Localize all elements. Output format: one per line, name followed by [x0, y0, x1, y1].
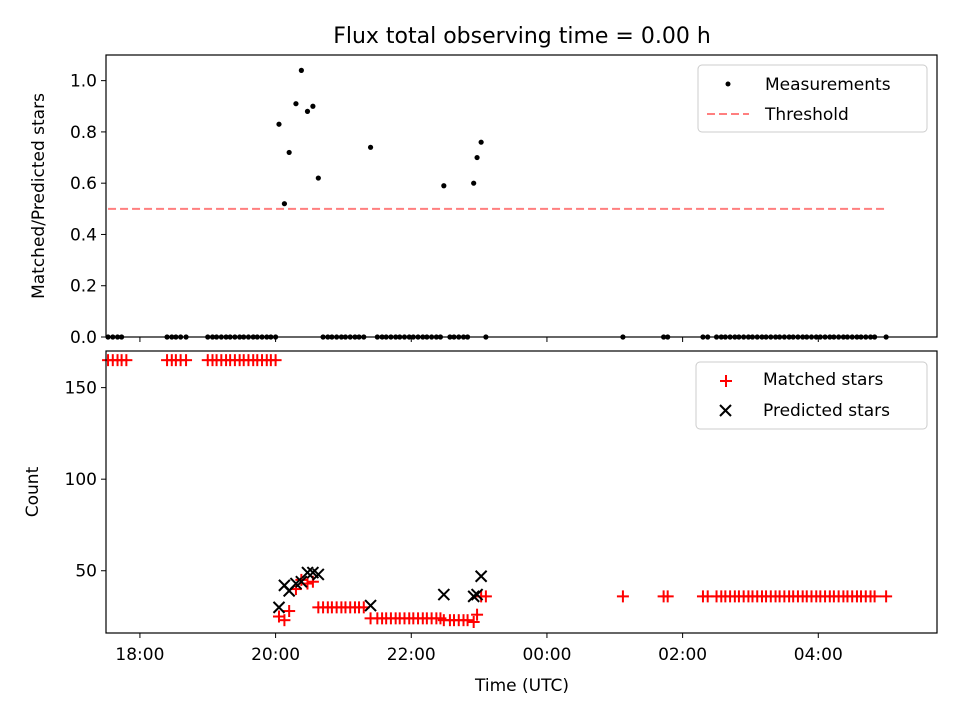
bottom-y-tick-label: 100	[65, 470, 97, 490]
x-tick-label: 22:00	[387, 645, 436, 665]
bottom-y-axis-label: Count	[23, 466, 43, 517]
matched-star-point	[269, 354, 282, 367]
top-y-tick-label: 0.8	[70, 123, 97, 143]
top-x-ticks	[139, 337, 819, 342]
legend-matched-marker	[720, 375, 732, 387]
top-y-tick-label: 0.4	[70, 225, 97, 245]
predicted-star-point	[437, 588, 451, 601]
legend-predicted-marker	[719, 404, 732, 417]
legend-measurements-label: Measurements	[765, 75, 891, 95]
legend-predicted-label: Predicted stars	[763, 401, 890, 421]
matched-star-point	[661, 590, 674, 603]
bottom-y-tick-label: 50	[75, 562, 97, 582]
matched-star-point	[479, 590, 492, 603]
bottom-legend: Matched stars Predicted stars	[695, 361, 928, 430]
top-y-tick-label: 1.0	[70, 72, 97, 92]
x-tick-label: 00:00	[522, 645, 571, 665]
top-y-tick-label: 0.2	[70, 277, 97, 297]
bottom-plot-marks	[102, 354, 893, 629]
matched-star-point	[471, 608, 484, 621]
bottom-legend-box	[695, 361, 928, 430]
measurement-point	[367, 144, 374, 150]
top-legend-box	[697, 64, 928, 133]
bottom-y-tick-label: 150	[65, 379, 97, 399]
matched-star-point	[880, 590, 893, 603]
measurement-point	[441, 183, 447, 189]
top-y-tick-label: 0.6	[70, 174, 97, 194]
measurement-point	[304, 108, 311, 114]
predicted-star-point	[295, 575, 308, 588]
predicted-star-point	[364, 599, 377, 612]
matched-star-point	[868, 590, 881, 603]
measurement-point	[478, 139, 484, 145]
x-axis-label: Time (UTC)	[474, 676, 569, 696]
bottom-axes-frame	[105, 350, 938, 634]
top-legend: Measurements Threshold	[697, 64, 928, 133]
measurement-point	[286, 149, 292, 156]
x-tick-label: 02:00	[658, 645, 707, 665]
matched-star-point	[616, 590, 629, 603]
measurement-point	[298, 67, 304, 73]
matched-star-point	[283, 605, 296, 618]
matched-star-point	[120, 354, 133, 367]
top-axes-frame	[105, 54, 938, 338]
matched-star-point	[295, 573, 308, 586]
legend-matched-label: Matched stars	[763, 370, 883, 390]
matched-star-point	[180, 354, 193, 367]
measurement-point	[276, 121, 282, 127]
x-tick-label: 04:00	[794, 645, 843, 665]
x-tick-label: 20:00	[251, 645, 300, 665]
bottom-x-ticks: 18:00 20:00 22:00 00:00 02:00 04:00	[115, 633, 843, 665]
predicted-star-point	[312, 568, 325, 581]
measurement-point	[315, 175, 321, 181]
bottom-y-ticks: 50 100 150	[65, 379, 106, 582]
predicted-star-point	[467, 590, 480, 603]
top-y-tick-label: 0.0	[70, 328, 97, 348]
x-tick-label: 18:00	[115, 645, 164, 665]
predicted-star-point	[474, 570, 488, 583]
measurement-point	[471, 180, 477, 186]
top-y-axis-label: Matched/Predicted stars	[29, 93, 49, 299]
matched-star-point	[467, 616, 480, 629]
top-plot-marks	[105, 67, 889, 340]
top-y-ticks: 0.0 0.2 0.4 0.6 0.8 1.0	[70, 72, 106, 348]
matched-star-point	[278, 614, 291, 627]
matched-star-point	[461, 614, 474, 627]
chart-title: Flux total observing time = 0.00 h	[333, 24, 711, 49]
measurement-point	[293, 101, 299, 107]
predicted-star-point	[272, 601, 286, 614]
predicted-star-point	[470, 588, 484, 601]
predicted-star-point	[301, 566, 314, 579]
legend-threshold-label: Threshold	[764, 105, 849, 125]
measurement-point	[281, 201, 288, 207]
legend-measurements-marker	[725, 81, 731, 87]
measurement-point	[310, 103, 316, 109]
measurement-point	[474, 154, 480, 161]
